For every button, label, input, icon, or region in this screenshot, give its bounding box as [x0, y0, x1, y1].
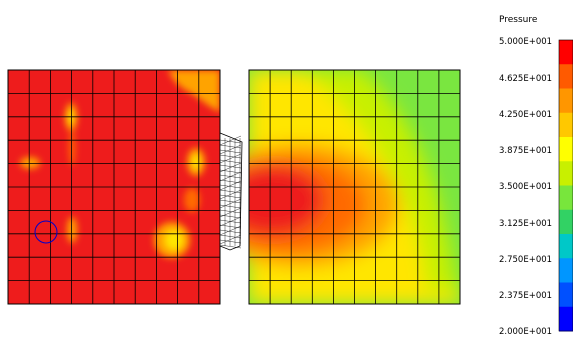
mesh-line-diag — [219, 198, 242, 209]
legend-label: 2.000E+001 — [499, 327, 552, 337]
legend-labels: 5.000E+001 4.625E+001 4.250E+001 3.875E+001… — [499, 37, 552, 337]
legend-label: 5.000E+001 — [499, 37, 552, 47]
right-panel — [248, 69, 461, 305]
mesh-line-h — [219, 189, 242, 194]
legend: Pressure 5.000E+001 4.625E+001 4.250E+001 3… — [499, 15, 573, 337]
right-band-red — [249, 164, 324, 236]
legend-swatch — [559, 64, 573, 89]
right-grid — [249, 70, 460, 304]
legend-swatch — [559, 137, 573, 162]
legend-swatch — [559, 282, 573, 308]
mesh-line-h — [219, 139, 242, 144]
mesh-line-diag — [219, 162, 242, 173]
left-top-right-yellow-region — [168, 70, 220, 112]
legend-label: 4.250E+001 — [499, 110, 552, 120]
legend-swatch — [559, 258, 573, 283]
legend-swatch — [559, 40, 573, 65]
mesh-line-diag — [219, 234, 242, 245]
mesh-strip — [219, 132, 243, 251]
mesh-line-h — [219, 159, 242, 164]
left-grid — [8, 70, 220, 304]
left-spot-lower-right-core — [165, 230, 183, 250]
mesh-line-h — [219, 154, 242, 159]
mesh-lines — [219, 135, 242, 249]
mesh-line-h — [219, 184, 242, 189]
left-circle-marker — [34, 220, 58, 244]
legend-swatch — [559, 112, 573, 138]
legend-label: 2.750E+001 — [499, 255, 552, 265]
mesh-line-h — [219, 244, 242, 249]
mesh-line-h — [219, 164, 242, 169]
mesh-line-diag — [219, 144, 242, 155]
legend-swatch — [559, 234, 573, 259]
legend-bar-border — [558, 39, 573, 332]
legend-label: 3.500E+001 — [499, 182, 552, 192]
mesh-line-diag — [219, 225, 242, 236]
left-spot-mid-left — [20, 157, 40, 169]
mesh-line-h — [219, 144, 242, 149]
mesh-line-h — [219, 229, 242, 234]
legend-swatch — [559, 209, 573, 235]
legend-label: 4.625E+001 — [499, 74, 552, 84]
left-spot-right-upper-core — [192, 155, 200, 169]
mesh-line-h — [219, 204, 242, 209]
mesh-line-h — [219, 199, 242, 204]
legend-label: 2.375E+001 — [499, 291, 552, 301]
mesh-line-h — [219, 209, 242, 214]
legend-swatch — [559, 161, 573, 186]
mesh-line-diag — [219, 171, 242, 182]
mesh-line-diag — [219, 216, 242, 227]
legend-label: 3.125E+001 — [499, 219, 552, 229]
mesh-line-diag — [219, 153, 242, 164]
legend-swatch — [559, 185, 573, 211]
left-spot-right-mid — [184, 188, 200, 212]
mesh-line-h — [219, 149, 242, 154]
mesh-line-diag — [219, 207, 242, 218]
left-panel — [7, 69, 221, 305]
mesh-line-diag — [219, 135, 242, 146]
legend-color-bar — [559, 40, 573, 332]
legend-label: 3.875E+001 — [499, 146, 552, 156]
legend-title: Pressure — [499, 15, 538, 25]
right-contours — [249, 70, 460, 304]
left-hotspots — [20, 70, 220, 258]
mesh-line-h — [219, 194, 242, 199]
legend-swatch — [559, 88, 573, 114]
right-panel-border — [248, 69, 461, 305]
mesh-line-diag — [219, 189, 242, 200]
mesh-line-h — [219, 234, 242, 239]
mesh-line-diag — [219, 180, 242, 191]
mesh-line-h — [219, 239, 242, 244]
legend-swatch — [559, 306, 573, 332]
